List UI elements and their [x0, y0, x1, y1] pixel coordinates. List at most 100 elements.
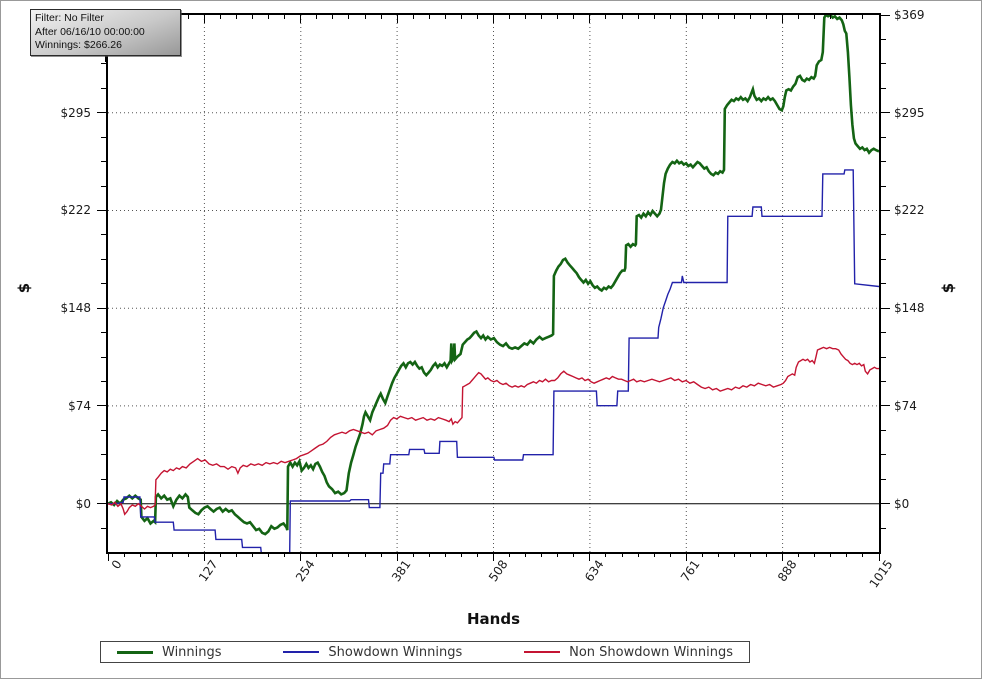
x-minor-tick	[460, 552, 462, 557]
y-minor-tick-left	[101, 136, 106, 138]
x-minor-tick-top	[814, 15, 816, 19]
y-minor-tick-right	[881, 380, 886, 382]
x-tick-label: 127	[196, 557, 222, 585]
x-minor-tick	[798, 552, 800, 557]
y-minor-tick-right	[881, 87, 886, 89]
y-minor-tick-left	[101, 527, 106, 529]
x-minor-tick-top	[525, 15, 527, 19]
x-major-tick	[300, 552, 302, 561]
legend-item-winnings: Winnings	[117, 645, 222, 660]
legend-item-non-showdown-winnings: Non Showdown Winnings	[524, 645, 733, 660]
x-minor-tick-top	[846, 15, 848, 19]
x-minor-tick-top	[348, 15, 350, 19]
x-minor-tick	[862, 552, 864, 557]
legend-item-showdown-winnings: Showdown Winnings	[283, 645, 462, 660]
y-minor-tick-right	[881, 161, 886, 163]
x-minor-tick-top	[653, 15, 655, 19]
y-minor-tick-right	[881, 283, 886, 285]
y-minor-tick-left	[101, 380, 106, 382]
non-showdown-winnings-line-swatch	[524, 651, 561, 653]
x-minor-tick-top	[605, 15, 607, 19]
y-minor-tick-left	[101, 332, 106, 334]
x-minor-tick-top	[316, 15, 318, 19]
x-minor-tick	[621, 552, 623, 557]
y-minor-tick-left	[101, 185, 106, 187]
y-minor-tick-left	[101, 234, 106, 236]
y-major-tick-left	[97, 307, 106, 309]
y-minor-tick-right	[881, 454, 886, 456]
x-major-tick	[782, 552, 784, 561]
x-minor-tick-top	[750, 15, 751, 19]
x-minor-tick-top	[380, 15, 382, 19]
y-tick-label-left: $74	[68, 398, 91, 413]
x-minor-tick-top	[717, 15, 719, 19]
x-minor-tick	[139, 552, 141, 557]
x-minor-tick	[187, 552, 189, 557]
filter-tooltip: Filter: No Filter After 06/16/10 00:00:0…	[30, 9, 181, 56]
x-minor-tick	[573, 552, 575, 557]
x-minor-tick-top	[236, 15, 237, 19]
x-major-tick	[589, 552, 591, 561]
y-tick-label-left: $148	[60, 301, 91, 316]
y-tick-label-left: $0	[75, 496, 91, 511]
y-axis-title-left: $	[15, 282, 34, 294]
x-minor-tick	[123, 552, 125, 557]
y-minor-tick-right	[881, 38, 886, 40]
y-minor-tick-right	[881, 429, 886, 431]
x-minor-tick	[348, 552, 350, 557]
x-minor-tick	[717, 552, 719, 557]
y-minor-tick-right	[881, 258, 886, 260]
x-minor-tick-top	[428, 15, 430, 19]
x-minor-tick	[380, 552, 382, 557]
x-minor-tick-top	[284, 15, 286, 19]
x-minor-tick	[219, 552, 221, 557]
y-major-tick-right	[881, 209, 890, 211]
y-minor-tick-left	[101, 87, 106, 89]
x-minor-tick	[476, 552, 478, 557]
x-tick-label: 888	[774, 557, 800, 585]
chart-canvas[interactable]	[108, 15, 879, 552]
x-minor-tick-top	[766, 15, 768, 19]
x-minor-tick	[830, 552, 832, 557]
x-minor-tick	[444, 552, 446, 557]
x-minor-tick-top	[219, 15, 221, 19]
y-minor-tick-right	[881, 63, 886, 65]
x-minor-tick-top	[701, 15, 703, 19]
y-minor-tick-left	[101, 161, 106, 163]
x-major-tick	[685, 552, 687, 561]
y-minor-tick-left	[101, 429, 106, 431]
x-major-tick-top	[589, 15, 591, 23]
x-minor-tick	[653, 552, 655, 557]
x-major-tick	[878, 552, 880, 561]
x-major-tick	[107, 552, 109, 561]
x-minor-tick	[525, 552, 527, 557]
x-major-tick-top	[685, 15, 687, 23]
x-minor-tick	[252, 552, 254, 557]
y-minor-tick-left	[101, 356, 106, 358]
x-minor-tick	[236, 552, 237, 557]
x-minor-tick	[268, 552, 270, 557]
x-minor-tick	[412, 552, 414, 557]
x-minor-tick	[637, 552, 639, 557]
y-tick-label-right: $295	[894, 105, 925, 120]
x-minor-tick	[557, 552, 559, 557]
plot-area[interactable]	[106, 13, 881, 554]
x-major-tick-top	[878, 15, 880, 23]
x-minor-tick-top	[541, 15, 543, 19]
x-minor-tick	[364, 552, 366, 557]
y-major-tick-right	[881, 14, 890, 16]
x-major-tick-top	[396, 15, 398, 23]
x-minor-tick-top	[444, 15, 446, 19]
legend-label-showdown-winnings: Showdown Winnings	[328, 644, 463, 660]
x-minor-tick-top	[460, 15, 462, 19]
y-axis-title-right: $	[939, 282, 958, 294]
x-minor-tick-top	[509, 15, 511, 19]
y-major-tick-left	[97, 209, 106, 211]
y-major-tick-right	[881, 503, 890, 505]
x-minor-tick	[701, 552, 703, 557]
winnings-line-swatch	[117, 650, 153, 654]
x-minor-tick	[669, 552, 671, 557]
x-minor-tick-top	[798, 15, 800, 19]
x-tick-label: 508	[485, 557, 511, 585]
x-tick-label: 254	[292, 557, 318, 585]
